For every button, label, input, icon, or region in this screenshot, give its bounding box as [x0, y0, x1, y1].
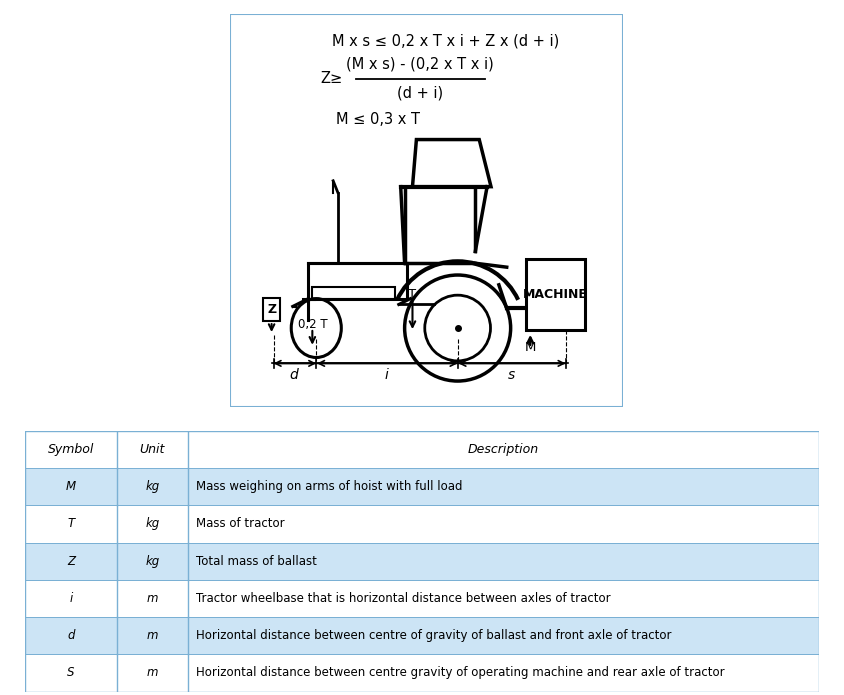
Text: kg: kg	[145, 555, 160, 568]
Text: kg: kg	[145, 480, 160, 493]
Text: 0,2 T: 0,2 T	[298, 318, 327, 331]
Text: Total mass of ballast: Total mass of ballast	[196, 555, 316, 568]
Text: Mass of tractor: Mass of tractor	[196, 518, 284, 530]
Polygon shape	[25, 505, 819, 543]
Text: M ≤ 0,3 x T: M ≤ 0,3 x T	[336, 113, 420, 127]
Text: M: M	[66, 480, 76, 493]
Text: Horizontal distance between centre gravity of operating machine and rear axle of: Horizontal distance between centre gravi…	[196, 667, 724, 680]
Text: T: T	[68, 518, 74, 530]
Text: Symbol: Symbol	[48, 443, 95, 456]
Text: M: M	[525, 341, 536, 354]
Polygon shape	[25, 431, 819, 468]
Text: Description: Description	[468, 443, 538, 456]
Polygon shape	[527, 259, 585, 330]
Text: MACHINE: MACHINE	[523, 288, 588, 301]
Text: m: m	[147, 592, 158, 605]
Text: d: d	[68, 629, 74, 642]
Text: Unit: Unit	[139, 443, 165, 456]
Text: i: i	[385, 368, 389, 382]
Text: Z≥: Z≥	[321, 71, 344, 86]
Text: Z: Z	[267, 303, 276, 316]
Polygon shape	[25, 617, 819, 654]
Text: kg: kg	[145, 518, 160, 530]
Text: T: T	[408, 288, 417, 301]
Polygon shape	[25, 468, 819, 505]
Text: m: m	[147, 667, 158, 680]
Text: Mass weighing on arms of hoist with full load: Mass weighing on arms of hoist with full…	[196, 480, 463, 493]
Text: M x s ≤ 0,2 x T x i + Z x (d + i): M x s ≤ 0,2 x T x i + Z x (d + i)	[333, 34, 560, 49]
Polygon shape	[25, 543, 819, 580]
Polygon shape	[25, 654, 819, 692]
Text: (M x s) - (0,2 x T x i): (M x s) - (0,2 x T x i)	[346, 57, 495, 72]
Text: i: i	[69, 592, 73, 605]
Text: Horizontal distance between centre of gravity of ballast and front axle of tract: Horizontal distance between centre of gr…	[196, 629, 671, 642]
Text: Tractor wheelbase that is horizontal distance between axles of tractor: Tractor wheelbase that is horizontal dis…	[196, 592, 610, 605]
Text: m: m	[147, 629, 158, 642]
Text: Z: Z	[67, 555, 75, 568]
Text: s: s	[508, 368, 515, 382]
Text: (d + i): (d + i)	[398, 85, 443, 101]
Text: S: S	[68, 667, 74, 680]
Polygon shape	[263, 297, 280, 321]
Text: d: d	[289, 368, 298, 382]
Polygon shape	[25, 580, 819, 617]
